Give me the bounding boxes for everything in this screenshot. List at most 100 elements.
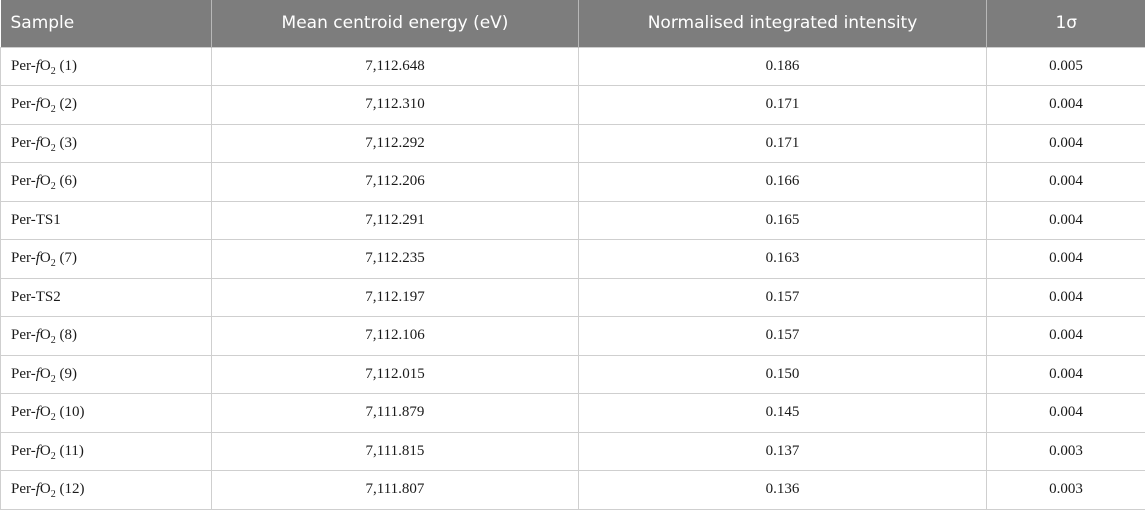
table-row: Per-fO2 (6) 7,112.206 0.166 0.004 — [0, 162, 1145, 202]
sample-base: O — [39, 404, 51, 421]
cell-sigma: 0.003 — [986, 431, 1145, 471]
cell-energy: 7,111.879 — [211, 393, 579, 433]
cell-energy: 7,111.807 — [211, 470, 579, 510]
table-row: Per-fO2 (8) 7,112.106 0.157 0.004 — [0, 316, 1145, 356]
sample-subscript: 2 — [50, 335, 56, 347]
sample-base: O — [39, 442, 51, 459]
sample-suffix: (3) — [55, 134, 77, 151]
sample-subscript: 2 — [50, 258, 56, 270]
cell-sigma: 0.004 — [986, 123, 1145, 163]
header-row: Sample Mean centroid energy (eV) Normali… — [0, 0, 1145, 47]
cell-sample: Per-TS1 — [0, 200, 212, 240]
cell-sample: Per-fO2 (7) — [0, 239, 212, 279]
cell-intensity: 0.145 — [578, 393, 987, 433]
sample-base: O — [39, 57, 51, 74]
sample-subscript: 2 — [50, 373, 56, 385]
sample-subscript: 2 — [50, 489, 56, 501]
cell-sample: Per-fO2 (3) — [0, 123, 212, 163]
table-row: Per-fO2 (12) 7,111.807 0.136 0.003 — [0, 470, 1145, 510]
sample-prefix: Per- — [11, 173, 36, 190]
cell-energy: 7,112.291 — [211, 200, 579, 240]
sample-italic: f — [35, 481, 40, 498]
sample-base: O — [39, 481, 51, 498]
table-row: Per-fO2 (9) 7,112.015 0.150 0.004 — [0, 354, 1145, 394]
sample-suffix: (10) — [55, 404, 85, 421]
cell-sample: Per-fO2 (8) — [0, 316, 212, 356]
sample-prefix: Per- — [11, 404, 36, 421]
sample-base: O — [39, 134, 51, 151]
sample-suffix: (2) — [55, 96, 77, 113]
cell-intensity: 0.171 — [578, 85, 987, 125]
sample-italic: f — [35, 250, 40, 267]
table-row: Per-fO2 (7) 7,112.235 0.163 0.004 — [0, 239, 1145, 279]
sample-suffix: (11) — [55, 442, 84, 459]
table-row: Per-fO2 (1) 7,112.648 0.186 0.005 — [0, 46, 1145, 86]
table-body: Per-fO2 (1) 7,112.648 0.186 0.005 Per-fO2 (2… — [0, 46, 1145, 510]
cell-intensity: 0.157 — [578, 277, 987, 317]
sample-subscript: 2 — [50, 142, 56, 154]
table-row: Per-TS1 7,112.291 0.165 0.004 — [0, 200, 1145, 240]
sample-prefix: Per- — [11, 96, 36, 113]
cell-sigma: 0.004 — [986, 162, 1145, 202]
table-row: Per-fO2 (3) 7,112.292 0.171 0.004 — [0, 123, 1145, 163]
sample-italic: f — [35, 365, 40, 382]
cell-intensity: 0.150 — [578, 354, 987, 394]
cell-sigma: 0.005 — [986, 46, 1145, 86]
cell-intensity: 0.137 — [578, 431, 987, 471]
cell-intensity: 0.157 — [578, 316, 987, 356]
sample-prefix: Per- — [11, 327, 36, 344]
sample-suffix: (1) — [55, 57, 77, 74]
sample-suffix: (12) — [55, 481, 85, 498]
sample-italic: f — [35, 173, 40, 190]
sample-subscript: 2 — [50, 65, 56, 77]
cell-sigma: 0.004 — [986, 85, 1145, 125]
sample-italic: f — [35, 327, 40, 344]
sample-subscript: 2 — [50, 104, 56, 116]
cell-sigma: 0.004 — [986, 393, 1145, 433]
table-row: Per-fO2 (10) 7,111.879 0.145 0.004 — [0, 393, 1145, 433]
cell-sample: Per-fO2 (9) — [0, 354, 212, 394]
cell-energy: 7,112.648 — [211, 46, 579, 86]
sample-base: O — [39, 173, 51, 190]
sample-suffix: (7) — [55, 250, 77, 267]
table-header: Sample Mean centroid energy (eV) Normali… — [0, 0, 1145, 47]
sample-suffix: (6) — [55, 173, 77, 190]
cell-intensity: 0.165 — [578, 200, 987, 240]
cell-energy: 7,112.235 — [211, 239, 579, 279]
cell-energy: 7,112.106 — [211, 316, 579, 356]
sample-prefix: Per- — [11, 134, 36, 151]
cell-energy: 7,112.206 — [211, 162, 579, 202]
cell-sample: Per-fO2 (6) — [0, 162, 212, 202]
cell-energy: 7,112.015 — [211, 354, 579, 394]
cell-energy: 7,112.292 — [211, 123, 579, 163]
sample-prefix: Per- — [11, 442, 36, 459]
cell-sample: Per-fO2 (2) — [0, 85, 212, 125]
table-row: Per-fO2 (11) 7,111.815 0.137 0.003 — [0, 431, 1145, 471]
cell-sigma: 0.004 — [986, 354, 1145, 394]
cell-sample: Per-TS2 — [0, 277, 212, 317]
sample-italic: f — [35, 404, 40, 421]
header-intensity: Normalised integrated intensity — [578, 0, 987, 47]
cell-energy: 7,111.815 — [211, 431, 579, 471]
cell-intensity: 0.136 — [578, 470, 987, 510]
sample-base: O — [39, 365, 51, 382]
cell-energy: 7,112.310 — [211, 85, 579, 125]
cell-intensity: 0.163 — [578, 239, 987, 279]
cell-sigma: 0.004 — [986, 277, 1145, 317]
cell-sigma: 0.004 — [986, 200, 1145, 240]
sample-italic: f — [35, 57, 40, 74]
sample-prefix: Per-TS2 — [11, 288, 61, 305]
cell-intensity: 0.166 — [578, 162, 987, 202]
sample-italic: f — [35, 134, 40, 151]
sample-base: O — [39, 96, 51, 113]
cell-intensity: 0.171 — [578, 123, 987, 163]
header-sample: Sample — [0, 0, 212, 47]
sample-suffix: (9) — [55, 365, 77, 382]
sample-prefix: Per- — [11, 57, 36, 74]
sample-italic: f — [35, 442, 40, 459]
header-sigma: 1σ — [1055, 13, 1078, 34]
table-row: Per-fO2 (2) 7,112.310 0.171 0.004 — [0, 85, 1145, 125]
sample-italic: f — [35, 96, 40, 113]
header-energy: Mean centroid energy (eV) — [211, 0, 579, 47]
